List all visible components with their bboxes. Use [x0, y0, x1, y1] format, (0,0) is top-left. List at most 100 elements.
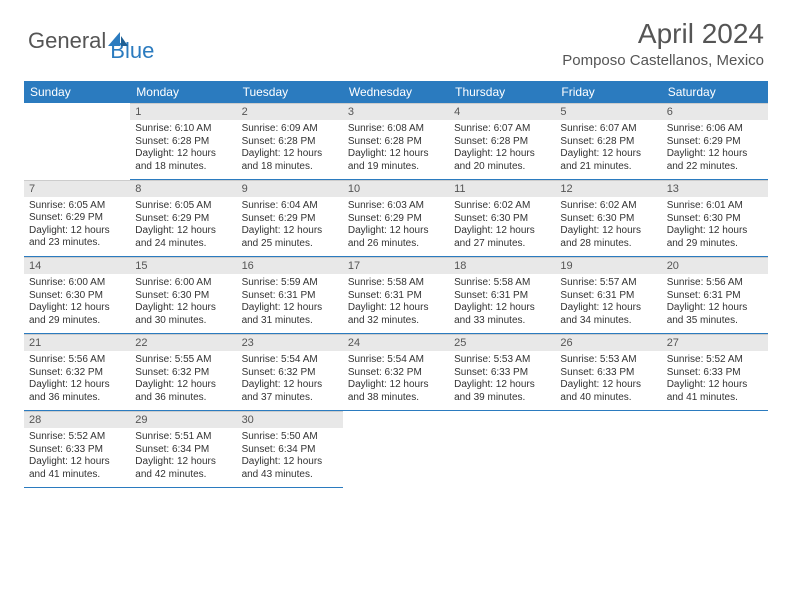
day-details: Sunrise: 5:51 AMSunset: 6:34 PMDaylight:…	[130, 428, 236, 487]
day-cell: 5Sunrise: 6:07 AMSunset: 6:28 PMDaylight…	[555, 103, 661, 180]
day-number: 14	[24, 257, 130, 274]
week-row: 28Sunrise: 5:52 AMSunset: 6:33 PMDayligh…	[24, 411, 768, 488]
week-row: 21Sunrise: 5:56 AMSunset: 6:32 PMDayligh…	[24, 334, 768, 411]
day-details: Sunrise: 5:52 AMSunset: 6:33 PMDaylight:…	[24, 428, 130, 487]
day-details: Sunrise: 6:08 AMSunset: 6:28 PMDaylight:…	[343, 120, 449, 179]
day-details: Sunrise: 6:04 AMSunset: 6:29 PMDaylight:…	[237, 197, 343, 256]
weekday-header: Tuesday	[237, 81, 343, 103]
logo-text-1: General	[28, 28, 106, 54]
day-cell: 10Sunrise: 6:03 AMSunset: 6:29 PMDayligh…	[343, 180, 449, 257]
day-number: 22	[130, 334, 236, 351]
day-cell: 7Sunrise: 6:05 AMSunset: 6:29 PMDaylight…	[24, 180, 130, 257]
day-cell: 24Sunrise: 5:54 AMSunset: 6:32 PMDayligh…	[343, 334, 449, 411]
day-number: 30	[237, 411, 343, 428]
day-details: Sunrise: 5:58 AMSunset: 6:31 PMDaylight:…	[449, 274, 555, 333]
day-number: 16	[237, 257, 343, 274]
day-cell: 27Sunrise: 5:52 AMSunset: 6:33 PMDayligh…	[662, 334, 768, 411]
day-details: Sunrise: 6:02 AMSunset: 6:30 PMDaylight:…	[555, 197, 661, 256]
day-details: Sunrise: 5:53 AMSunset: 6:33 PMDaylight:…	[555, 351, 661, 410]
day-number: 24	[343, 334, 449, 351]
day-number: 25	[449, 334, 555, 351]
day-number: 1	[130, 103, 236, 120]
day-details: Sunrise: 6:10 AMSunset: 6:28 PMDaylight:…	[130, 120, 236, 179]
day-details: Sunrise: 6:00 AMSunset: 6:30 PMDaylight:…	[24, 274, 130, 333]
weekday-header-row: Sunday Monday Tuesday Wednesday Thursday…	[24, 81, 768, 103]
day-cell: 6Sunrise: 6:06 AMSunset: 6:29 PMDaylight…	[662, 103, 768, 180]
day-cell: 9Sunrise: 6:04 AMSunset: 6:29 PMDaylight…	[237, 180, 343, 257]
week-row: 1Sunrise: 6:10 AMSunset: 6:28 PMDaylight…	[24, 103, 768, 180]
month-title: April 2024	[562, 18, 764, 50]
day-number: 4	[449, 103, 555, 120]
day-number: 23	[237, 334, 343, 351]
weekday-header: Saturday	[662, 81, 768, 103]
day-details: Sunrise: 5:58 AMSunset: 6:31 PMDaylight:…	[343, 274, 449, 333]
day-details: Sunrise: 6:02 AMSunset: 6:30 PMDaylight:…	[449, 197, 555, 256]
day-number: 10	[343, 180, 449, 197]
weekday-header: Sunday	[24, 81, 130, 103]
day-cell: 28Sunrise: 5:52 AMSunset: 6:33 PMDayligh…	[24, 411, 130, 488]
weekday-header: Monday	[130, 81, 236, 103]
day-number: 8	[130, 180, 236, 197]
day-details: Sunrise: 5:54 AMSunset: 6:32 PMDaylight:…	[343, 351, 449, 410]
day-cell: 29Sunrise: 5:51 AMSunset: 6:34 PMDayligh…	[130, 411, 236, 488]
day-details: Sunrise: 5:52 AMSunset: 6:33 PMDaylight:…	[662, 351, 768, 410]
day-details: Sunrise: 6:03 AMSunset: 6:29 PMDaylight:…	[343, 197, 449, 256]
day-number: 28	[24, 411, 130, 428]
weekday-header: Friday	[555, 81, 661, 103]
day-number: 9	[237, 180, 343, 197]
day-details: Sunrise: 6:06 AMSunset: 6:29 PMDaylight:…	[662, 120, 768, 179]
day-cell	[24, 103, 130, 180]
day-number: 18	[449, 257, 555, 274]
day-number: 17	[343, 257, 449, 274]
day-cell: 26Sunrise: 5:53 AMSunset: 6:33 PMDayligh…	[555, 334, 661, 411]
day-cell: 8Sunrise: 6:05 AMSunset: 6:29 PMDaylight…	[130, 180, 236, 257]
day-details: Sunrise: 5:56 AMSunset: 6:31 PMDaylight:…	[662, 274, 768, 333]
day-details: Sunrise: 5:50 AMSunset: 6:34 PMDaylight:…	[237, 428, 343, 487]
day-details: Sunrise: 5:59 AMSunset: 6:31 PMDaylight:…	[237, 274, 343, 333]
week-row: 7Sunrise: 6:05 AMSunset: 6:29 PMDaylight…	[24, 180, 768, 257]
day-cell: 23Sunrise: 5:54 AMSunset: 6:32 PMDayligh…	[237, 334, 343, 411]
day-cell: 15Sunrise: 6:00 AMSunset: 6:30 PMDayligh…	[130, 257, 236, 334]
day-cell: 20Sunrise: 5:56 AMSunset: 6:31 PMDayligh…	[662, 257, 768, 334]
day-cell: 12Sunrise: 6:02 AMSunset: 6:30 PMDayligh…	[555, 180, 661, 257]
day-details: Sunrise: 5:55 AMSunset: 6:32 PMDaylight:…	[130, 351, 236, 410]
day-details: Sunrise: 5:56 AMSunset: 6:32 PMDaylight:…	[24, 351, 130, 410]
day-number: 29	[130, 411, 236, 428]
weekday-header: Thursday	[449, 81, 555, 103]
day-cell	[555, 411, 661, 488]
day-number: 19	[555, 257, 661, 274]
day-cell: 19Sunrise: 5:57 AMSunset: 6:31 PMDayligh…	[555, 257, 661, 334]
day-cell	[343, 411, 449, 488]
day-cell: 3Sunrise: 6:08 AMSunset: 6:28 PMDaylight…	[343, 103, 449, 180]
weekday-header: Wednesday	[343, 81, 449, 103]
day-number: 11	[449, 180, 555, 197]
day-cell: 30Sunrise: 5:50 AMSunset: 6:34 PMDayligh…	[237, 411, 343, 488]
calendar-table: Sunday Monday Tuesday Wednesday Thursday…	[24, 81, 768, 488]
day-cell: 17Sunrise: 5:58 AMSunset: 6:31 PMDayligh…	[343, 257, 449, 334]
day-number: 13	[662, 180, 768, 197]
day-details: Sunrise: 6:07 AMSunset: 6:28 PMDaylight:…	[555, 120, 661, 179]
day-cell: 11Sunrise: 6:02 AMSunset: 6:30 PMDayligh…	[449, 180, 555, 257]
header: General Blue April 2024 Pomposo Castella…	[0, 0, 792, 73]
logo: General Blue	[28, 18, 154, 64]
logo-sail-icon	[106, 30, 130, 48]
day-number: 20	[662, 257, 768, 274]
day-details: Sunrise: 5:53 AMSunset: 6:33 PMDaylight:…	[449, 351, 555, 410]
day-details: Sunrise: 6:05 AMSunset: 6:29 PMDaylight:…	[24, 197, 130, 256]
day-cell: 4Sunrise: 6:07 AMSunset: 6:28 PMDaylight…	[449, 103, 555, 180]
day-cell: 16Sunrise: 5:59 AMSunset: 6:31 PMDayligh…	[237, 257, 343, 334]
day-number: 3	[343, 103, 449, 120]
day-cell: 1Sunrise: 6:10 AMSunset: 6:28 PMDaylight…	[130, 103, 236, 180]
day-number: 6	[662, 103, 768, 120]
title-block: April 2024 Pomposo Castellanos, Mexico	[562, 18, 764, 69]
day-details: Sunrise: 5:54 AMSunset: 6:32 PMDaylight:…	[237, 351, 343, 410]
day-number: 21	[24, 334, 130, 351]
day-details: Sunrise: 6:00 AMSunset: 6:30 PMDaylight:…	[130, 274, 236, 333]
day-details: Sunrise: 6:01 AMSunset: 6:30 PMDaylight:…	[662, 197, 768, 256]
day-number: 7	[24, 180, 130, 197]
day-details: Sunrise: 5:57 AMSunset: 6:31 PMDaylight:…	[555, 274, 661, 333]
location: Pomposo Castellanos, Mexico	[562, 52, 764, 69]
week-row: 14Sunrise: 6:00 AMSunset: 6:30 PMDayligh…	[24, 257, 768, 334]
day-cell: 2Sunrise: 6:09 AMSunset: 6:28 PMDaylight…	[237, 103, 343, 180]
day-number: 2	[237, 103, 343, 120]
